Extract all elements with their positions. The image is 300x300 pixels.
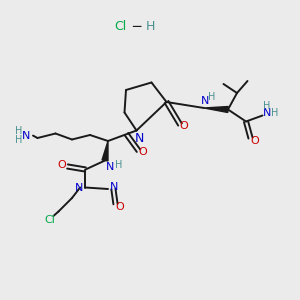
Polygon shape <box>102 141 108 161</box>
Text: H: H <box>263 100 271 111</box>
Text: H: H <box>145 20 155 34</box>
Text: O: O <box>138 147 147 157</box>
Text: O: O <box>115 202 124 212</box>
Text: H: H <box>15 135 22 146</box>
Text: N: N <box>110 182 118 193</box>
Text: N: N <box>263 107 271 118</box>
Text: ─: ─ <box>132 20 141 34</box>
Text: H: H <box>115 160 122 170</box>
Text: N: N <box>106 162 115 172</box>
Text: N: N <box>135 131 144 145</box>
Text: N: N <box>201 95 210 106</box>
Polygon shape <box>204 106 228 112</box>
Text: H: H <box>15 125 22 136</box>
Text: N: N <box>22 130 31 141</box>
Text: N: N <box>75 183 84 193</box>
Text: O: O <box>58 160 67 170</box>
Text: Cl: Cl <box>114 20 126 34</box>
Text: H: H <box>208 92 216 102</box>
Text: Cl: Cl <box>44 214 55 225</box>
Text: O: O <box>250 136 259 146</box>
Text: H: H <box>271 107 278 118</box>
Text: O: O <box>179 121 188 131</box>
